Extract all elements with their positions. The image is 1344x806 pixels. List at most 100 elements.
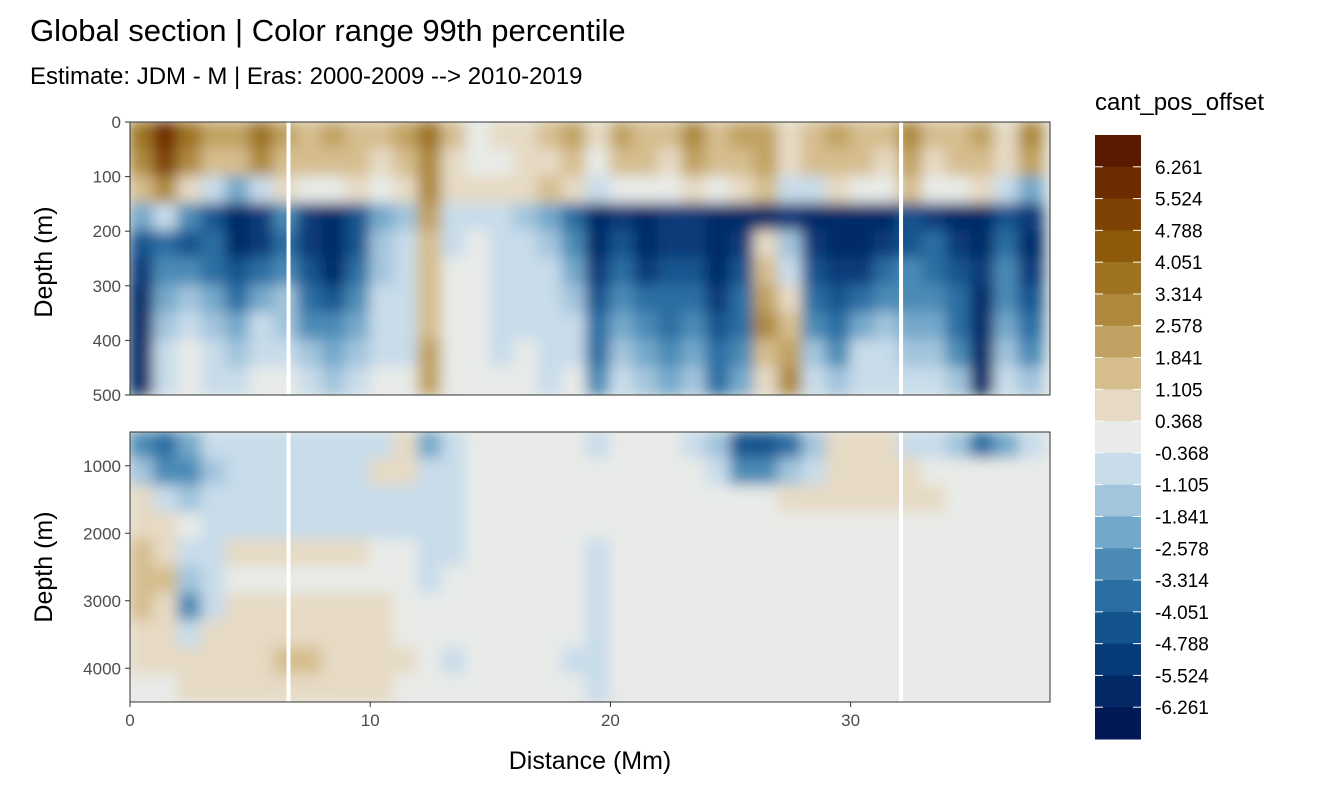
heatmap-cell	[825, 620, 852, 649]
colorbar-label: -1.105	[1155, 476, 1209, 497]
heatmap-cell	[393, 485, 420, 514]
heatmap-cell	[345, 539, 372, 568]
colorbar-swatch	[1095, 452, 1141, 486]
y-tick-label: 300	[93, 277, 121, 296]
heatmap-cell	[657, 485, 684, 514]
heatmap-cell	[849, 312, 876, 342]
heatmap-cell	[177, 593, 204, 622]
heatmap-cell	[465, 230, 492, 260]
heatmap-cell	[225, 148, 252, 178]
heatmap-cell	[417, 593, 444, 622]
heatmap-cell	[465, 566, 492, 595]
heatmap-cell	[729, 539, 756, 568]
heatmap-cell	[369, 485, 396, 514]
heatmap-cell	[825, 485, 852, 514]
heatmap-cell	[153, 230, 180, 260]
heatmap-cell	[585, 312, 612, 342]
heatmap-cell	[130, 230, 156, 260]
heatmap-cell	[921, 458, 948, 487]
heatmap-cell	[561, 312, 588, 342]
heatmap-cell	[609, 202, 636, 233]
x-tick-label: 10	[361, 711, 380, 730]
heatmap-cell	[777, 512, 804, 541]
heatmap-cell	[273, 230, 300, 260]
heatmap-cell	[561, 284, 588, 315]
heatmap-cell	[393, 202, 420, 233]
heatmap-cell	[969, 366, 996, 395]
heatmap-cell	[561, 620, 588, 649]
heatmap-cell	[777, 339, 804, 369]
heatmap-cell	[657, 257, 684, 287]
heatmap-cell	[177, 620, 204, 649]
heatmap-cell	[945, 647, 972, 676]
heatmap-cell	[1017, 257, 1044, 287]
heatmap-cell	[873, 512, 900, 541]
heatmap-cell	[633, 458, 660, 487]
heatmap-cell	[345, 674, 372, 702]
heatmap-cell	[945, 284, 972, 315]
heatmap-cell	[945, 230, 972, 260]
heatmap-cell	[441, 539, 468, 568]
heatmap-cell	[297, 566, 324, 595]
heatmap-cell	[777, 312, 804, 342]
heatmap-cell	[393, 458, 420, 487]
heatmap-cell	[201, 122, 228, 151]
heatmap-cell	[177, 202, 204, 233]
heatmap-cell	[297, 122, 324, 151]
heatmap-cell	[417, 432, 444, 460]
colorbar-label: 4.051	[1155, 253, 1203, 274]
heatmap-cell	[345, 284, 372, 315]
heatmap-cell	[657, 539, 684, 568]
chart-subtitle: Estimate: JDM - M | Eras: 2000-2009 --> …	[30, 63, 582, 90]
heatmap-cell	[969, 539, 996, 568]
heatmap-cell	[585, 284, 612, 315]
heatmap-cell	[753, 539, 780, 568]
heatmap-cell	[945, 122, 972, 151]
heatmap-cell	[993, 366, 1020, 395]
heatmap-cell	[201, 230, 228, 260]
heatmap-cell	[681, 339, 708, 369]
heatmap-cell	[177, 512, 204, 541]
colorbar-label: -5.524	[1155, 666, 1209, 687]
colorbar-label: -4.051	[1155, 603, 1209, 624]
y-tick-label: 400	[93, 331, 121, 350]
heatmap-cell	[130, 148, 156, 178]
heatmap-cell	[177, 148, 204, 178]
heatmap-cell	[201, 485, 228, 514]
heatmap-cell	[273, 175, 300, 205]
heatmap-cell	[753, 674, 780, 702]
heatmap-cell	[849, 566, 876, 595]
heatmap-cell	[249, 366, 276, 395]
heatmap-cell	[225, 566, 252, 595]
heatmap-cell	[1017, 593, 1044, 622]
heatmap-cell	[657, 620, 684, 649]
heatmap-cell	[993, 312, 1020, 342]
heatmap-cell	[417, 620, 444, 649]
heatmap-cell	[1017, 432, 1044, 460]
heatmap-cell	[201, 257, 228, 287]
heatmap-cell	[297, 230, 324, 260]
heatmap-cell	[753, 257, 780, 287]
heatmap-cell	[153, 148, 180, 178]
heatmap-cell	[249, 230, 276, 260]
heatmap-cell	[873, 539, 900, 568]
heatmap-cell	[441, 148, 468, 178]
heatmap-cell	[873, 620, 900, 649]
heatmap-cell	[441, 366, 468, 395]
heatmap-cell	[681, 566, 708, 595]
heatmap-cell	[417, 539, 444, 568]
heatmap-cell	[729, 148, 756, 178]
heatmap-cell	[201, 339, 228, 369]
heatmap-cell	[609, 175, 636, 205]
heatmap-cell	[273, 485, 300, 514]
heatmap-cell	[369, 175, 396, 205]
heatmap-cell	[345, 566, 372, 595]
y-tick-label: 100	[93, 168, 121, 187]
heatmap-cell	[369, 122, 396, 151]
heatmap-cell	[777, 458, 804, 487]
heatmap-cell	[130, 284, 156, 315]
heatmap-cell	[921, 312, 948, 342]
heatmap-cell	[873, 284, 900, 315]
heatmap-cell	[441, 485, 468, 514]
heatmap-cell	[321, 539, 348, 568]
